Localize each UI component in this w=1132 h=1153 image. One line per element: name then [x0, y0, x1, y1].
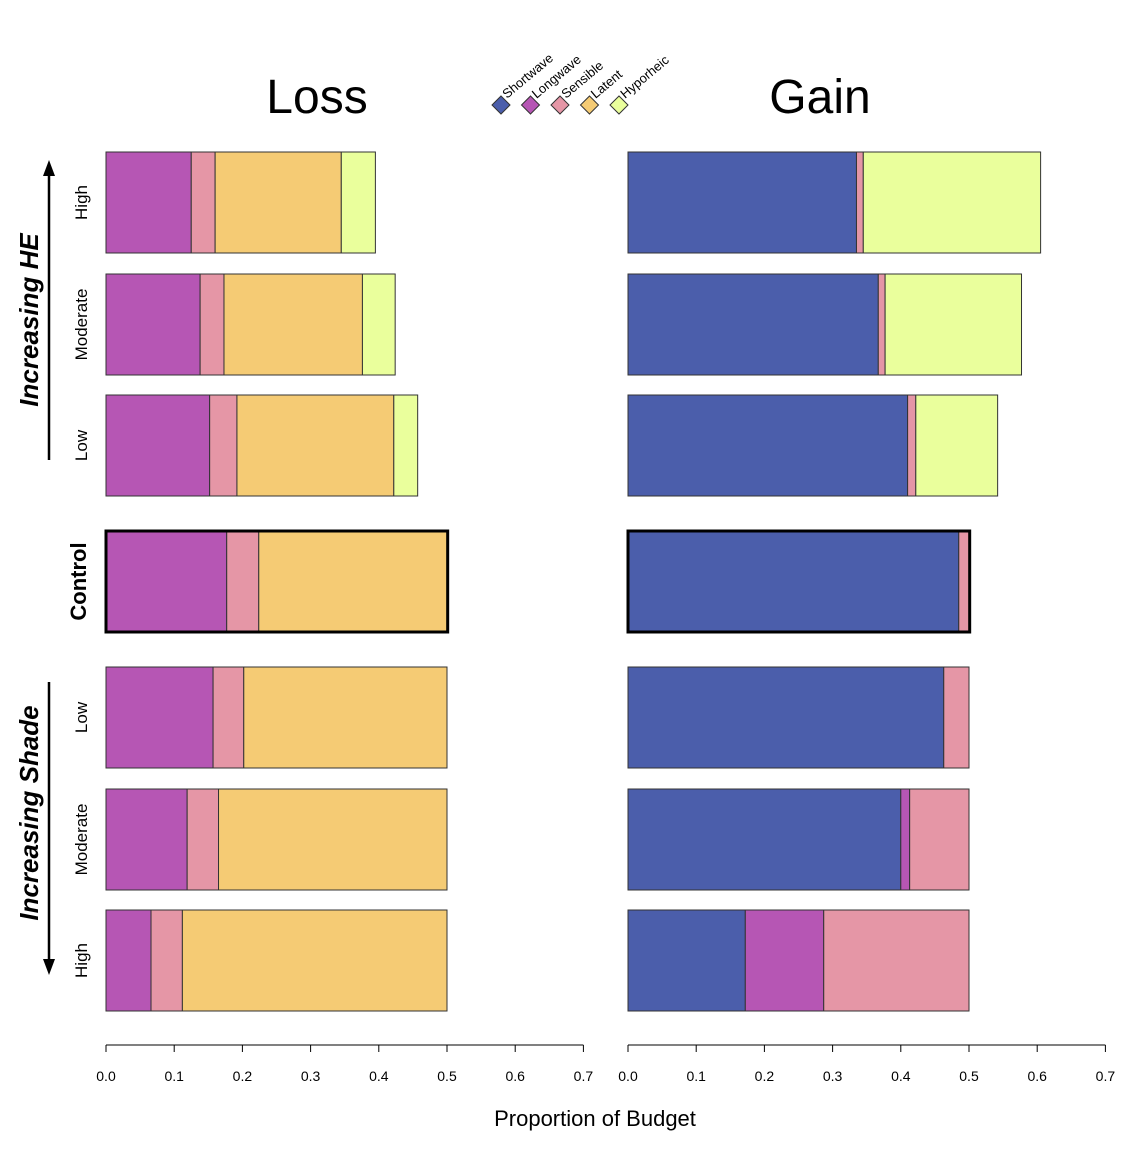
x-tick-label-gain-3: 0.3 [823, 1068, 843, 1084]
bar-gain-he-moderate-hyporheic [884, 273, 1023, 376]
chart-panels: Loss 0.0 0.1 0.2 0.3 0.4 0.5 0.6 0.7 Gain 0.0 0.1 0.… [96, 71, 1115, 1084]
bar-loss-he-moderate-sensible [199, 273, 225, 376]
bar-gain-he-moderate-sensible [877, 273, 886, 376]
bar-loss-he-moderate-hyporheic [361, 273, 396, 376]
bar-gain-shade-moderate-shortwave [627, 788, 902, 891]
row-label-he-low: Low [72, 429, 91, 461]
row-labels: High Moderate Low Control Low Moderate High [66, 185, 91, 978]
bar-loss-shade-low-latent [243, 666, 448, 769]
panel-loss: Loss 0.0 0.1 0.2 0.3 0.4 0.5 0.6 0.7 [96, 71, 593, 1084]
panel-title-loss: Loss [266, 71, 367, 124]
legend-swatch-sensible [550, 95, 570, 115]
bar-gain-shade-high-shortwave [627, 909, 746, 1012]
x-tick-label-gain-2: 0.2 [755, 1068, 775, 1084]
bar-loss-he-high-longwave [105, 151, 192, 254]
bar-loss-he-low-longwave [105, 394, 211, 497]
bar-loss-he-moderate-longwave [105, 273, 201, 376]
bar-gain-shade-moderate-sensible [909, 788, 970, 891]
bar-loss-he-high-sensible [190, 151, 216, 254]
he-arrow-head [43, 160, 55, 176]
bar-loss-control-control-sensible [226, 530, 260, 633]
x-tick-label-loss-5: 0.5 [437, 1068, 457, 1084]
x-tick-label-gain-5: 0.5 [959, 1068, 979, 1084]
bar-loss-he-moderate-latent [223, 273, 363, 376]
bar-loss-shade-moderate-sensible [186, 788, 220, 891]
group-labels: Increasing HE Increasing Shade [14, 160, 55, 975]
bar-gain-he-low-hyporheic [915, 394, 999, 497]
bar-gain-he-high-shortwave [627, 151, 857, 254]
bar-loss-he-high-hyporheic [340, 151, 376, 254]
bar-gain-shade-low-sensible [943, 666, 970, 769]
bar-gain-shade-high-longwave [744, 909, 825, 1012]
bar-loss-he-low-sensible [209, 394, 238, 497]
panel-title-gain: Gain [769, 71, 870, 124]
bar-gain-control-control-sensible [958, 530, 971, 633]
bar-loss-control-control-latent [258, 530, 449, 633]
bar-loss-shade-low-longwave [105, 666, 214, 769]
bar-gain-he-high-hyporheic [862, 151, 1042, 254]
x-tick-label-loss-1: 0.1 [164, 1068, 184, 1084]
bar-loss-shade-moderate-longwave [105, 788, 188, 891]
bar-gain-he-moderate-shortwave [627, 273, 879, 376]
bar-gain-shade-moderate-longwave [900, 788, 911, 891]
bar-loss-shade-low-sensible [212, 666, 245, 769]
group-label-he: Increasing HE [14, 233, 44, 407]
legend-swatch-latent [579, 95, 600, 115]
row-label-shade-low: Low [72, 701, 91, 733]
x-tick-label-loss-4: 0.4 [369, 1068, 389, 1084]
bar-gain-shade-high-sensible [823, 909, 970, 1012]
x-tick-label-gain-6: 0.6 [1027, 1068, 1047, 1084]
x-tick-label-loss-0: 0.0 [96, 1068, 116, 1084]
bar-loss-shade-high-latent [181, 909, 448, 1012]
group-label-shade: Increasing Shade [14, 705, 44, 920]
bar-loss-control-control-longwave [105, 530, 228, 633]
x-tick-label-gain-0: 0.0 [618, 1068, 638, 1084]
row-label-control-control: Control [66, 542, 91, 620]
bar-gain-he-high-sensible [855, 151, 864, 254]
bar-gain-he-low-sensible [907, 394, 917, 497]
legend-swatch-shortwave [491, 95, 511, 115]
row-label-shade-moderate: Moderate [72, 804, 91, 876]
bar-gain-control-control-shortwave [627, 530, 960, 633]
bar-gain-he-low-shortwave [627, 394, 909, 497]
legend-swatch-longwave [520, 95, 541, 115]
legend-label-hyporheic: Hyporheic [617, 52, 672, 101]
bar-loss-he-low-latent [236, 394, 395, 497]
bar-gain-shade-low-shortwave [627, 666, 945, 769]
row-label-he-moderate: Moderate [72, 289, 91, 361]
legend-swatch-hyporheic [609, 95, 629, 115]
row-label-shade-high: High [72, 943, 91, 978]
bar-loss-he-high-latent [214, 151, 342, 254]
x-tick-label-loss-7: 0.7 [574, 1068, 594, 1084]
bar-outline-gain-control [626, 529, 972, 634]
bar-loss-shade-high-sensible [150, 909, 183, 1012]
bar-outline-loss-control [104, 529, 450, 634]
x-tick-label-gain-7: 0.7 [1096, 1068, 1116, 1084]
row-label-he-high: High [72, 185, 91, 220]
x-tick-label-loss-3: 0.3 [301, 1068, 321, 1084]
x-tick-label-gain-1: 0.1 [686, 1068, 706, 1084]
shade-arrow-head [43, 959, 55, 975]
x-tick-label-loss-6: 0.6 [505, 1068, 525, 1084]
bar-loss-shade-high-longwave [105, 909, 152, 1012]
bar-loss-shade-moderate-latent [218, 788, 448, 891]
x-tick-label-loss-2: 0.2 [233, 1068, 253, 1084]
panel-gain: Gain 0.0 0.1 0.2 0.3 0.4 0.5 0.6 0.7 [618, 71, 1115, 1084]
x-tick-label-gain-4: 0.4 [891, 1068, 911, 1084]
bar-loss-he-low-hyporheic [393, 394, 419, 497]
x-axis-title: Proportion of Budget [494, 1106, 696, 1131]
